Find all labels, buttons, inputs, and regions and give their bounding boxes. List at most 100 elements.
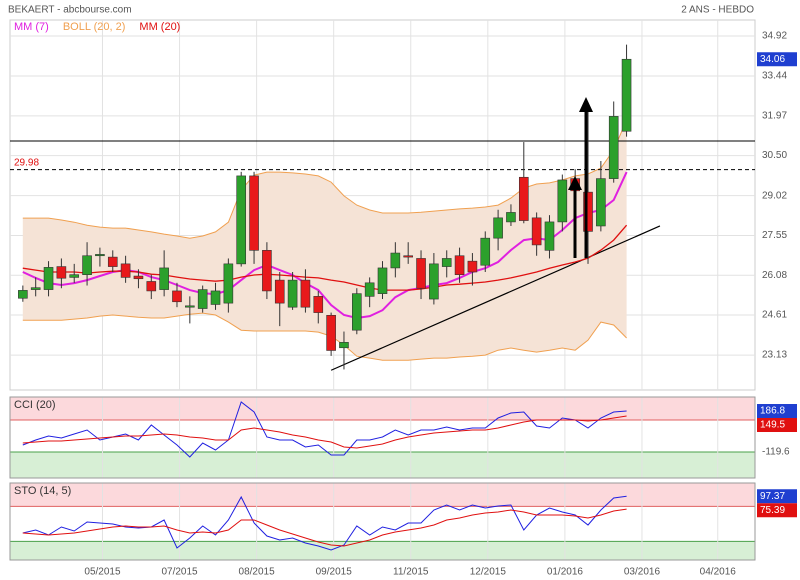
candle-body [82, 255, 92, 275]
last-value: 97.37 [760, 491, 785, 502]
plot-layer: 34.92 33.44 31.97 30.50 29.02 27.55 26.08 24.61… [9, 19, 797, 578]
band-lower [22, 312, 627, 361]
legend-entry: BOLL (20, 2) [63, 21, 126, 33]
candle-body [352, 293, 362, 331]
legend-entry: MM (7) [14, 21, 49, 33]
candle-body [172, 290, 182, 303]
x-tick-label: 08/2015 [239, 567, 276, 578]
candle-body [364, 282, 375, 297]
last-value-box [757, 418, 797, 433]
last-value: 186.8 [760, 406, 785, 417]
candle-body [621, 58, 632, 132]
candle-body [43, 267, 54, 290]
candle-body [69, 274, 80, 278]
candle-body [531, 217, 542, 246]
level-label: 29.98 [14, 157, 39, 168]
candle-body [429, 263, 439, 300]
trend-line [330, 225, 661, 371]
candle-body [467, 260, 478, 273]
x-tick-label: 09/2015 [316, 567, 353, 578]
x-tick-label: 04/2016 [700, 567, 737, 578]
indicator-line [22, 401, 627, 458]
legend-entry: MM (20) [139, 21, 180, 33]
x-tick-label: 07/2015 [161, 567, 198, 578]
arrow-head [579, 97, 593, 112]
candle-body [300, 279, 311, 308]
candle-body [583, 191, 593, 232]
candle-body [95, 254, 105, 257]
candle-body [146, 281, 157, 292]
candle-body [56, 266, 67, 279]
arrow-head [568, 176, 582, 190]
candle-body [18, 290, 28, 299]
candle-body [596, 178, 606, 227]
candle-body [326, 314, 336, 351]
candle-body [390, 252, 401, 269]
candle-body [223, 263, 234, 304]
candle-body [274, 279, 285, 304]
x-tick-label: 12/2015 [470, 567, 507, 578]
last-value: 149.5 [760, 420, 785, 431]
candle-body [30, 287, 41, 290]
y-tick-label: 29.02 [762, 190, 787, 201]
y-tick-label: -119.6 [762, 447, 790, 458]
x-tick-label: 01/2016 [547, 567, 584, 578]
candle-body [287, 279, 298, 308]
candle-body [506, 212, 516, 223]
candle-body [262, 250, 272, 292]
candle-body [197, 289, 208, 309]
candle-body [608, 116, 619, 179]
indicator-name: CCI (20) [14, 399, 56, 411]
arrows [568, 97, 593, 258]
candle-body [313, 296, 324, 313]
y-tick-label: 33.44 [762, 71, 787, 82]
indicator-name: STO (14, 5) [14, 485, 71, 497]
y-tick-label: 27.55 [762, 230, 787, 241]
y-tick-label: 23.13 [762, 350, 787, 361]
last-price-box [757, 52, 797, 67]
candle-body [185, 305, 195, 308]
y-tick-label: 34.92 [762, 31, 787, 42]
last-value-box [757, 489, 797, 504]
candle-body [403, 255, 413, 258]
indicator-line [22, 415, 627, 449]
candle-body [339, 342, 349, 349]
y-tick-label: 26.08 [762, 270, 787, 281]
candle-body [133, 275, 144, 280]
candle-body [249, 175, 259, 251]
y-tick-label: 30.50 [762, 150, 787, 161]
indicator-frame [9, 396, 756, 479]
y-tick-label: 24.61 [762, 310, 787, 321]
candle-body [480, 237, 491, 266]
candle-body [210, 290, 221, 305]
candle-body [377, 267, 388, 294]
candle-body [236, 175, 247, 265]
candle-body [518, 176, 529, 221]
x-tick-label: 05/2015 [84, 567, 121, 578]
candle-body [544, 221, 555, 251]
candle-body [454, 255, 465, 275]
candle-body [107, 256, 118, 267]
last-value-box [757, 503, 797, 518]
x-tick-label: 03/2016 [624, 567, 661, 578]
candle-body [493, 217, 503, 239]
indicator-line [22, 508, 627, 547]
candle-body [159, 267, 169, 290]
oversold-zone [10, 451, 755, 478]
indicator-frame [9, 482, 756, 561]
overbought-zone [10, 397, 755, 420]
chart-subtitle: 2 ANS - HEBDO [681, 5, 754, 16]
candle-body [120, 263, 131, 278]
last-value: 75.39 [760, 505, 785, 516]
candle-body [416, 258, 426, 289]
overbought-zone [10, 483, 755, 507]
chart-title: BEKAERT - abcbourse.com [8, 5, 132, 16]
y-tick-label: 31.97 [762, 110, 787, 121]
candle-body [441, 258, 452, 267]
last-value-box [757, 404, 797, 419]
last-price: 34.06 [760, 54, 785, 65]
oversold-zone [10, 541, 755, 560]
candle-body [557, 179, 568, 223]
x-tick-label: 11/2015 [393, 567, 429, 578]
